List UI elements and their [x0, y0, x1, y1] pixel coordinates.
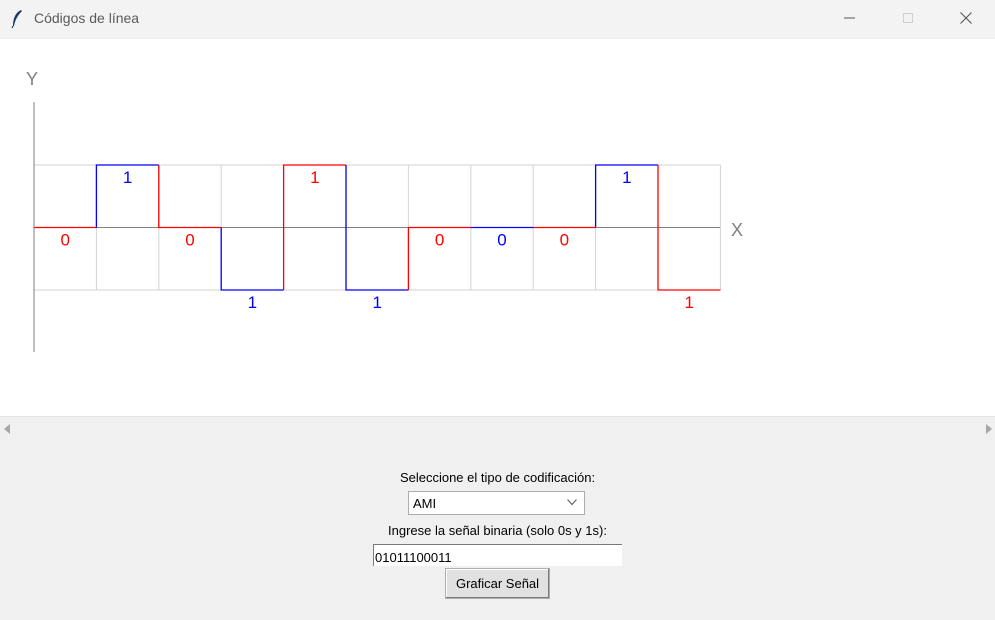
scroll-left-icon[interactable]: [4, 424, 10, 434]
x-axis-label: X: [731, 220, 743, 240]
scroll-right-icon[interactable]: [986, 424, 992, 434]
title-bar: Códigos de línea: [0, 0, 995, 38]
signal-segment: [407, 226, 471, 290]
bit-labels: 0 1 0 1 1 1 0 0 0 1 1: [60, 168, 693, 312]
bit-label: 0: [60, 231, 69, 250]
signal-segment: [95, 164, 159, 228]
controls-panel: Seleccione el tipo de codificación: AMI …: [0, 440, 995, 620]
encoding-type-select[interactable]: AMI: [408, 491, 585, 515]
plot-signal-button[interactable]: Graficar Señal: [445, 568, 550, 599]
bit-label: 1: [123, 168, 132, 187]
maximize-button[interactable]: [880, 0, 938, 38]
close-icon: [960, 12, 972, 24]
close-button[interactable]: [938, 0, 995, 38]
minimize-button[interactable]: [822, 0, 880, 38]
bit-label: 0: [497, 231, 506, 250]
bit-label: 1: [622, 168, 631, 187]
signal-canvas: Y X 0 1 0 1 1 1 0 0 0 1 1: [0, 39, 995, 417]
maximize-icon: [903, 13, 913, 23]
signal-chart: Y X 0 1 0 1 1 1 0 0 0 1 1: [26, 69, 743, 352]
binary-signal-label: Ingrese la señal binaria (solo 0s y 1s):: [388, 523, 607, 538]
horizontal-scrollbar[interactable]: [0, 417, 995, 440]
bit-label: 1: [684, 293, 693, 312]
encoding-type-label: Seleccione el tipo de codificación:: [399, 470, 596, 485]
signal-segment: [282, 164, 346, 290]
minimize-icon: [844, 17, 855, 19]
signal-segment: [220, 227, 284, 291]
y-axis-label: Y: [26, 69, 38, 89]
bit-label: 0: [560, 231, 569, 250]
bit-label: 0: [435, 231, 444, 250]
bit-label: 1: [372, 293, 381, 312]
signal-segment: [657, 165, 721, 291]
signal-segment: [158, 165, 222, 229]
bit-label: 0: [185, 231, 194, 250]
chevron-down-icon: [567, 499, 577, 506]
bit-label: 1: [310, 168, 319, 187]
binary-signal-input[interactable]: [373, 544, 622, 566]
feather-icon: [11, 10, 22, 29]
signal-waveform: [34, 164, 721, 291]
signal-segment: [345, 165, 409, 291]
encoding-type-value: AMI: [413, 496, 437, 511]
window-title: Códigos de línea: [34, 10, 140, 26]
signal-segment: [594, 164, 658, 228]
bit-label: 1: [248, 293, 257, 312]
